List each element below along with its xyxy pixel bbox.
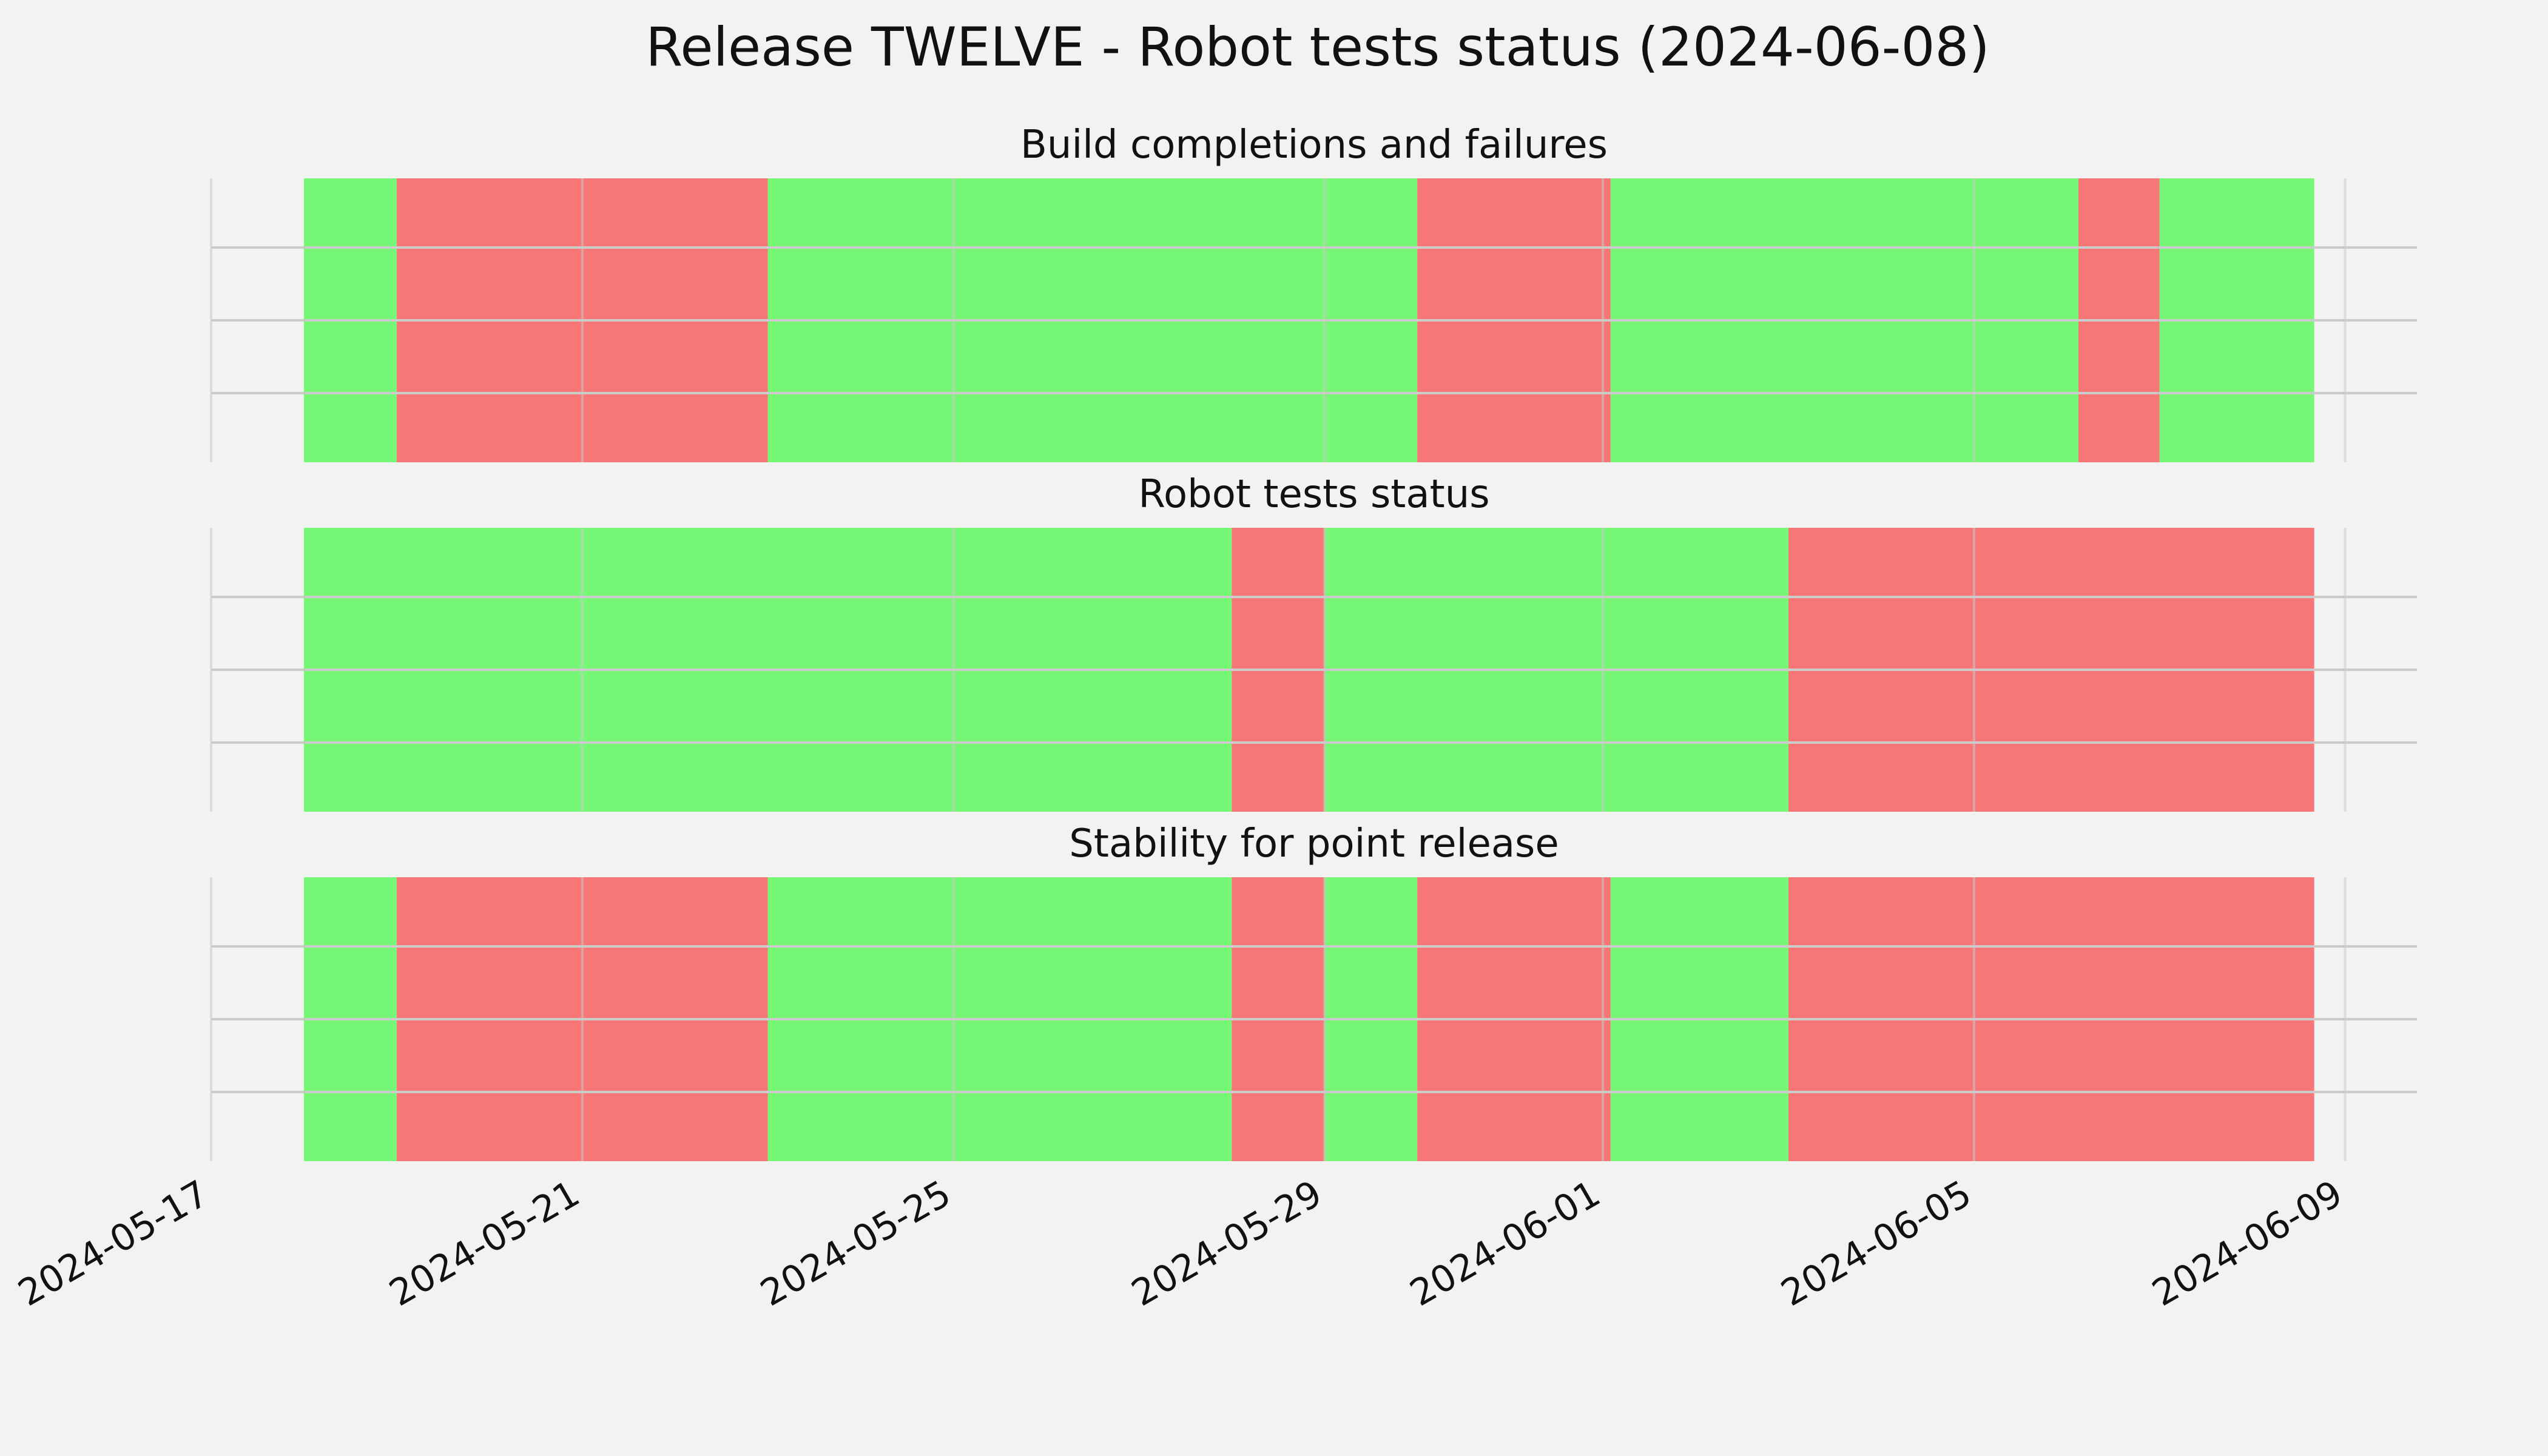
panel-1: Build completions and failures xyxy=(210,123,2417,462)
panel-title: Build completions and failures xyxy=(1020,123,1608,167)
panel-3: Stability for point release xyxy=(210,821,2417,1161)
panel-2: Robot tests status xyxy=(210,472,2417,812)
panels: Build completions and failures Robot test… xyxy=(210,123,2417,1161)
panel-title: Stability for point release xyxy=(1069,821,1559,866)
panel-title: Robot tests status xyxy=(1138,472,1489,517)
figure-title: Release TWELVE - Robot tests status (202… xyxy=(645,16,1990,78)
